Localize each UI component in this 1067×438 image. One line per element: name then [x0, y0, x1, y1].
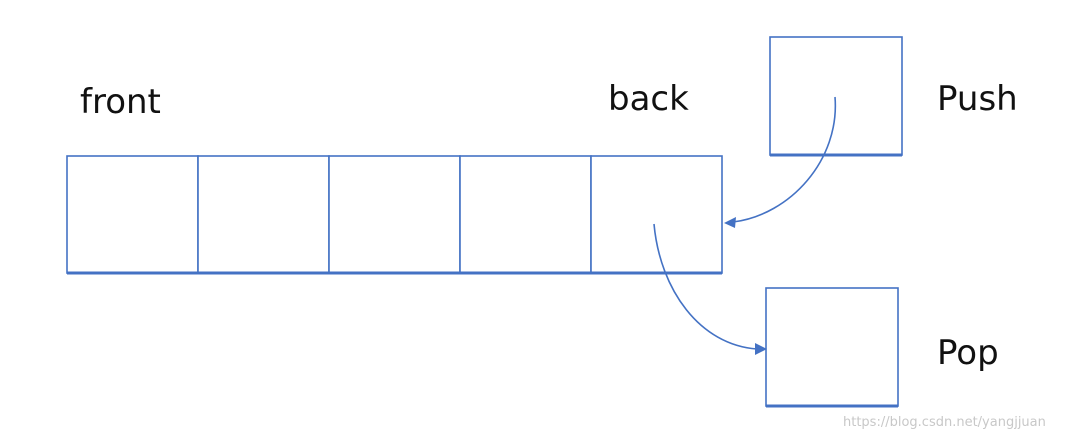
- front-label: front: [80, 82, 161, 122]
- queue-cell-5: [590, 155, 723, 274]
- pop-label: Pop: [937, 333, 999, 373]
- queue-cell-2: [197, 155, 330, 274]
- push-arrow: [724, 96, 837, 228]
- pop-arrowhead: [755, 343, 767, 355]
- queue-cell-4: [459, 155, 592, 274]
- pop-box: [765, 287, 899, 408]
- push-box: [769, 36, 903, 157]
- watermark-text: https://blog.csdn.net/yangjjuan: [843, 415, 1046, 430]
- back-label: back: [608, 79, 689, 119]
- push-element: [769, 36, 903, 156]
- pop-element: [765, 287, 899, 407]
- push-arrow-curve: [732, 96, 837, 223]
- queue-cell-1: [66, 155, 199, 274]
- queue-cell-3: [328, 155, 461, 274]
- pop-arrow-curve: [653, 223, 758, 350]
- push-label: Push: [937, 79, 1018, 119]
- queue-row: [66, 155, 723, 275]
- pop-arrow: [653, 223, 767, 355]
- push-arrowhead: [724, 217, 736, 228]
